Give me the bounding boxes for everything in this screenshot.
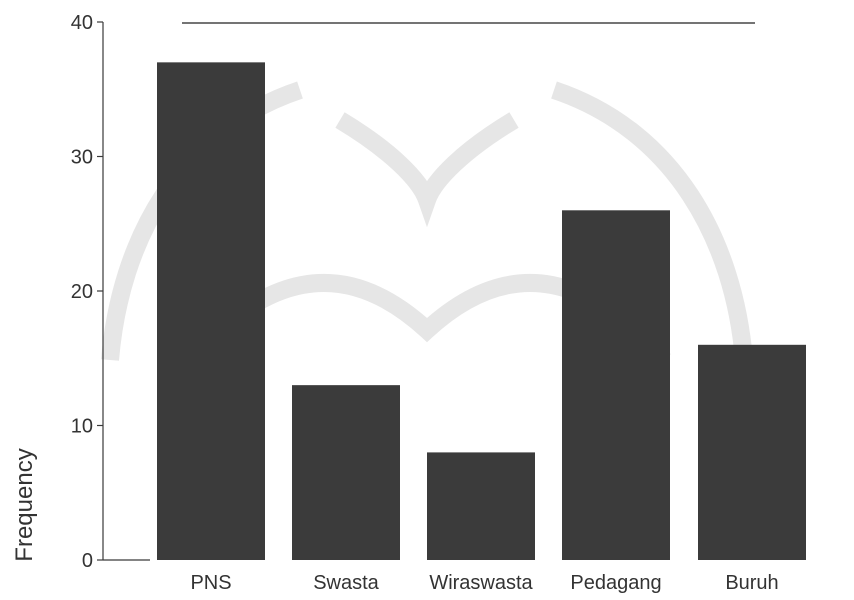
- y-tick-label: 0: [82, 550, 93, 572]
- bar-series: [157, 62, 806, 561]
- y-tick-label: 10: [71, 416, 93, 438]
- x-tick-label-swasta: Swasta: [313, 572, 379, 594]
- bar-pedagang: [562, 210, 670, 561]
- x-tick-label-pns: PNS: [190, 572, 231, 594]
- y-axis-ticks: 0 10 20 30 40: [71, 12, 103, 572]
- y-tick-label: 20: [71, 281, 93, 303]
- bar-buruh: [698, 344, 806, 560]
- bar-pns: [157, 62, 265, 560]
- y-tick-label: 40: [71, 12, 93, 34]
- x-axis-tick-labels: PNS Swasta Wiraswasta Pedagang Buruh: [190, 572, 778, 594]
- x-tick-label-pedagang: Pedagang: [570, 572, 661, 594]
- bar-swasta: [292, 385, 400, 560]
- x-tick-label-wiraswasta: Wiraswasta: [429, 572, 533, 594]
- bar-wiraswasta: [427, 452, 535, 560]
- y-axis-title: Frequency: [11, 448, 38, 561]
- y-tick-label: 30: [71, 147, 93, 169]
- x-tick-label-buruh: Buruh: [725, 572, 778, 594]
